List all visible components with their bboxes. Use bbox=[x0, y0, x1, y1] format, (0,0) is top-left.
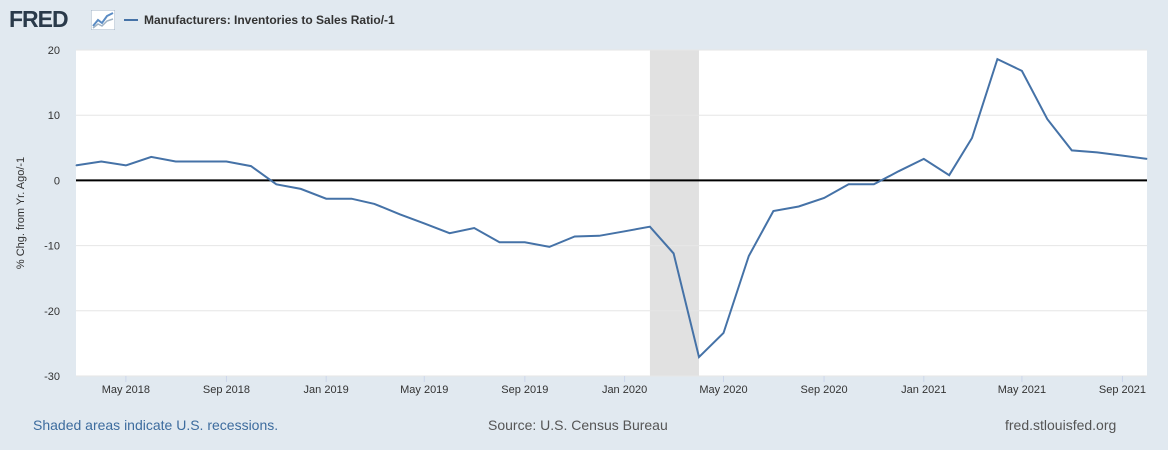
chart: 20 10 0 -10 -20 -30 May 2018 Sep 2018 Jan 2019 M… bbox=[15, 45, 1148, 396]
data-point[interactable] bbox=[923, 158, 925, 160]
data-point[interactable] bbox=[723, 332, 725, 334]
chart-header: FRED Manufacturers: Inventories to Sales… bbox=[0, 0, 1168, 42]
x-tick-label: Sep 2019 bbox=[501, 384, 548, 396]
data-point[interactable] bbox=[598, 235, 600, 237]
data-point[interactable] bbox=[373, 203, 375, 205]
data-point[interactable] bbox=[574, 235, 576, 237]
x-tick-label: Jan 2019 bbox=[304, 384, 349, 396]
source-note[interactable]: Source: U.S. Census Bureau bbox=[488, 417, 668, 433]
y-tick-label: -30 bbox=[44, 371, 60, 383]
data-point[interactable] bbox=[75, 164, 77, 166]
series-line bbox=[75, 57, 1148, 360]
y-tick-label: -10 bbox=[44, 241, 60, 253]
data-point[interactable] bbox=[698, 356, 700, 358]
data-point[interactable] bbox=[624, 230, 626, 232]
x-tick-label: May 2018 bbox=[102, 384, 150, 396]
legend-label: Manufacturers: Inventories to Sales Rati… bbox=[144, 13, 395, 27]
data-point[interactable] bbox=[1021, 70, 1023, 72]
y-tick-label: -20 bbox=[44, 306, 60, 318]
x-tick-label: May 2021 bbox=[998, 384, 1046, 396]
data-point[interactable] bbox=[399, 213, 401, 215]
data-point[interactable] bbox=[325, 198, 327, 200]
data-point[interactable] bbox=[772, 210, 774, 212]
data-point[interactable] bbox=[498, 241, 500, 243]
data-point[interactable] bbox=[1046, 118, 1048, 120]
data-point[interactable] bbox=[996, 58, 998, 60]
data-point[interactable] bbox=[225, 160, 227, 162]
x-tick-label: Jan 2020 bbox=[602, 384, 647, 396]
y-axis-label: % Chg. from Yr. Ago/-1 bbox=[15, 157, 27, 269]
data-point[interactable] bbox=[473, 227, 475, 229]
data-point[interactable] bbox=[673, 252, 675, 254]
data-point[interactable] bbox=[748, 255, 750, 257]
data-point[interactable] bbox=[449, 232, 451, 234]
data-point[interactable] bbox=[1146, 158, 1148, 160]
data-point[interactable] bbox=[423, 222, 425, 224]
data-point[interactable] bbox=[848, 183, 850, 185]
data-point[interactable] bbox=[125, 164, 127, 166]
data-point[interactable] bbox=[823, 197, 825, 199]
data-point[interactable] bbox=[873, 183, 875, 185]
plot-area bbox=[76, 50, 1147, 376]
x-tick-label: Jan 2021 bbox=[901, 384, 946, 396]
data-point[interactable] bbox=[200, 160, 202, 162]
data-point[interactable] bbox=[798, 205, 800, 207]
legend-swatch bbox=[124, 19, 138, 21]
y-tick-label: 0 bbox=[54, 175, 60, 187]
data-point[interactable] bbox=[548, 246, 550, 248]
x-tick-label: Sep 2021 bbox=[1099, 384, 1146, 396]
data-point[interactable] bbox=[351, 198, 353, 200]
y-tick-label: 20 bbox=[48, 45, 60, 57]
line-chart-icon bbox=[91, 10, 115, 30]
data-point[interactable] bbox=[1071, 149, 1073, 151]
x-tick-label: May 2019 bbox=[400, 384, 448, 396]
data-point[interactable] bbox=[100, 160, 102, 162]
data-point[interactable] bbox=[897, 170, 899, 172]
data-point[interactable] bbox=[250, 165, 252, 167]
data-point[interactable] bbox=[948, 174, 950, 176]
data-point[interactable] bbox=[1121, 155, 1123, 157]
fred-logo[interactable]: FRED bbox=[9, 6, 69, 32]
y-tick-label: 10 bbox=[48, 110, 60, 122]
recession-note[interactable]: Shaded areas indicate U.S. recessions. bbox=[33, 417, 279, 433]
site-link[interactable]: fred.stlouisfed.org bbox=[1005, 417, 1117, 433]
legend[interactable]: Manufacturers: Inventories to Sales Rati… bbox=[124, 13, 395, 27]
data-point[interactable] bbox=[150, 156, 152, 158]
data-point[interactable] bbox=[524, 241, 526, 243]
data-point[interactable] bbox=[649, 226, 651, 228]
x-tick-label: May 2020 bbox=[699, 384, 747, 396]
x-tick-label: Sep 2018 bbox=[203, 384, 250, 396]
data-point[interactable] bbox=[971, 137, 973, 139]
x-tick-label: Sep 2020 bbox=[801, 384, 848, 396]
data-point[interactable] bbox=[1096, 151, 1098, 153]
data-point[interactable] bbox=[275, 183, 277, 185]
data-point[interactable] bbox=[300, 188, 302, 190]
data-point[interactable] bbox=[175, 160, 177, 162]
